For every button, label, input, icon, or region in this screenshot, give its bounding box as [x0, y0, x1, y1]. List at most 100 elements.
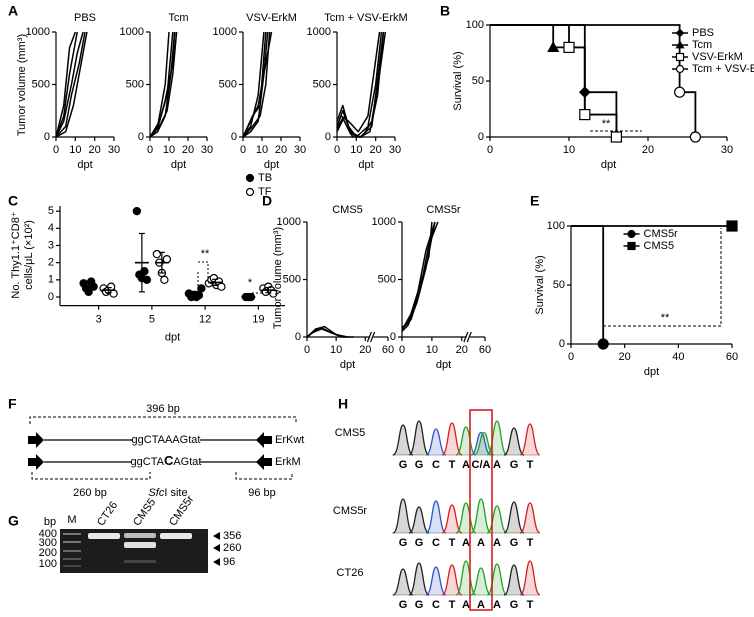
- x-tick-label: 12: [199, 314, 211, 326]
- unit-label: bp: [44, 516, 56, 528]
- x-tick-label: 60: [479, 344, 491, 356]
- x-tick-label: 10: [330, 344, 342, 356]
- panel-label: C: [8, 193, 18, 209]
- base-call: G: [510, 459, 519, 471]
- annotation: **: [661, 312, 670, 324]
- ladder-band: [63, 565, 81, 567]
- marker: [673, 86, 686, 98]
- base-call: A: [462, 537, 470, 549]
- x-tick-label: 0: [487, 144, 493, 156]
- lane-label: CMS5: [131, 496, 158, 528]
- y-tick-label: 4: [48, 222, 54, 234]
- x-tick-label: 0: [53, 144, 59, 156]
- legend-marker: [675, 28, 685, 38]
- marker: [563, 41, 575, 54]
- tumor-curve: [306, 328, 346, 338]
- axis-break: [463, 331, 469, 343]
- trace-peak: [486, 420, 508, 456]
- band-size: 260: [223, 542, 241, 554]
- sequence-part: ggCTA: [131, 456, 165, 468]
- annotation: **: [201, 248, 210, 260]
- base-call: A: [462, 599, 470, 611]
- x-tick-label: 20: [642, 144, 654, 156]
- x-tick-label: 30: [108, 144, 120, 156]
- legend-marker: [627, 229, 636, 239]
- y-tick-label: 500: [32, 78, 50, 90]
- legend-label: CMS5r: [644, 228, 679, 240]
- marker: [597, 338, 609, 350]
- chart-title: Tcm: [168, 12, 188, 24]
- ladder-label: 200: [39, 547, 57, 559]
- base-call: C: [432, 537, 440, 549]
- x-tick-label: 20: [182, 144, 194, 156]
- base-call: G: [399, 599, 408, 611]
- x-tick-label: 10: [350, 144, 362, 156]
- y-tick-label: 50: [472, 75, 484, 87]
- sequence: ggCTAAAGtat: [132, 434, 201, 446]
- trace-peak: [441, 504, 463, 534]
- y-tick-label: 1: [48, 274, 54, 286]
- trace-peak: [503, 564, 525, 596]
- legend-marker: [627, 241, 636, 251]
- trace-peak: [425, 500, 447, 534]
- base-call: C: [432, 599, 440, 611]
- panel-label: F: [8, 396, 17, 412]
- tumor-curve: [242, 31, 265, 138]
- y-tick-label: 0: [231, 131, 237, 143]
- legend-marker: [245, 173, 255, 183]
- tumor-curve: [55, 31, 77, 138]
- trace-peak: [455, 426, 477, 456]
- y-axis-label: cells/μL (×10²): [23, 220, 35, 290]
- base-call: G: [399, 537, 408, 549]
- legend-label: PBS: [692, 27, 714, 39]
- y-tick-label: 0: [478, 131, 484, 143]
- trace-peak: [441, 422, 463, 456]
- mutation: C: [164, 453, 174, 468]
- legend-marker: [245, 187, 255, 197]
- y-axis-label: Tumor volume (mm³): [16, 34, 28, 136]
- x-tick-label: 10: [563, 144, 575, 156]
- x-tick-label: 5: [149, 314, 155, 326]
- trace-peak: [408, 420, 430, 456]
- trace-peak: [392, 498, 414, 534]
- y-axis-label: No. Thy1.1⁺CD8⁺: [10, 211, 22, 298]
- panel-label: H: [338, 396, 348, 412]
- lane-label: CT26: [95, 499, 120, 528]
- base-call: T: [449, 599, 456, 611]
- x-tick-label: 30: [721, 144, 733, 156]
- y-tick-label: 100: [466, 19, 484, 31]
- tumor-curve: [336, 31, 387, 138]
- significance-line: [197, 261, 209, 290]
- tumor-curve: [55, 31, 88, 138]
- fragment-size: 260 bp: [73, 487, 107, 499]
- y-tick-label: 5: [48, 205, 54, 217]
- marker: [610, 131, 623, 143]
- band: [124, 560, 156, 563]
- amplicon-size: 396 bp: [146, 403, 180, 415]
- trace-peak: [408, 506, 430, 534]
- x-tick-label: 20: [370, 144, 382, 156]
- x-tick-label: 0: [334, 144, 340, 156]
- tumor-curve: [55, 31, 84, 138]
- x-tick-label: 0: [304, 344, 310, 356]
- lane-label: M: [67, 514, 76, 526]
- y-tick-label: 1000: [213, 26, 237, 38]
- base-call: G: [415, 459, 424, 471]
- base-call: T: [449, 459, 456, 471]
- y-tick-label: 0: [44, 131, 50, 143]
- y-tick-label: 0: [325, 131, 331, 143]
- forward-primer: [28, 432, 44, 448]
- sequence: ggCTACAGtat: [131, 453, 202, 468]
- x-axis-label: dpt: [358, 159, 373, 171]
- survival-curve: [571, 225, 605, 344]
- trace-peak: [425, 428, 447, 456]
- gel: bp 400 300 200 100 M CT26 CMS5 CMS5r 356…: [39, 493, 241, 573]
- forward-primer: [28, 454, 44, 470]
- legend-label: VSV-ErkM: [692, 51, 743, 63]
- data-point: [109, 289, 118, 298]
- row-label: CMS5r: [333, 505, 368, 517]
- x-tick-label: 20: [275, 144, 287, 156]
- x-tick-label: 60: [726, 351, 738, 363]
- ladder-band: [63, 541, 81, 543]
- ladder-band: [63, 558, 81, 560]
